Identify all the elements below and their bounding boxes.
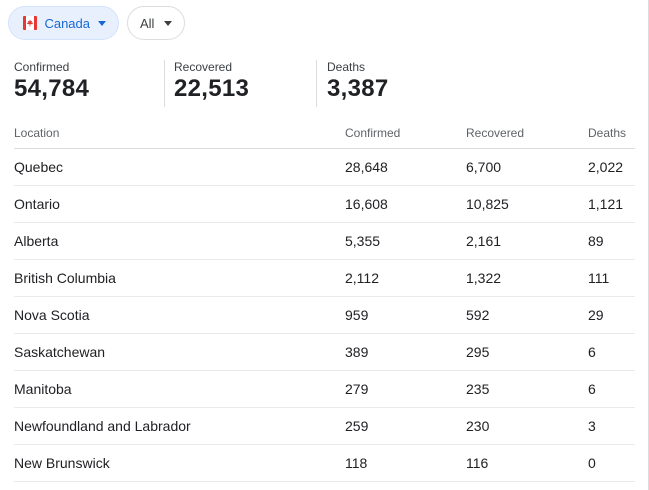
recovered-cell: 235 <box>466 381 490 397</box>
location-cell: Ontario <box>14 196 60 212</box>
location-cell: British Columbia <box>14 270 116 286</box>
table-row[interactable]: Newfoundland and Labrador 259 230 3 <box>14 408 635 445</box>
location-cell: Manitoba <box>14 381 72 397</box>
table-row[interactable]: Nova Scotia 959 592 29 <box>14 297 635 334</box>
table-row[interactable]: British Columbia 2,112 1,322 111 <box>14 260 635 297</box>
column-header-confirmed[interactable]: Confirmed <box>345 125 401 140</box>
recovered-cell: 2,161 <box>466 233 502 249</box>
scope-filter-label: All <box>140 15 155 31</box>
confirmed-cell: 28,648 <box>345 159 388 175</box>
deaths-cell: 29 <box>588 307 604 323</box>
table-row[interactable]: Manitoba 279 235 6 <box>14 371 635 408</box>
deaths-stat-value: 3,387 <box>327 75 389 102</box>
confirmed-cell: 259 <box>345 418 369 434</box>
recovered-cell: 116 <box>466 455 489 471</box>
recovered-stat-value: 22,513 <box>174 75 250 102</box>
confirmed-cell: 16,608 <box>345 196 388 212</box>
location-cell: Nova Scotia <box>14 307 90 323</box>
deaths-cell: 6 <box>588 344 596 360</box>
table-row[interactable]: Ontario 16,608 10,825 1,121 <box>14 186 635 223</box>
caret-down-icon <box>98 20 106 26</box>
scope-filter-chip[interactable]: All <box>127 6 185 40</box>
table-header: Location Confirmed Recovered Deaths <box>14 117 635 149</box>
recovered-cell: 1,322 <box>466 270 502 286</box>
table-row[interactable]: Alberta 5,355 2,161 89 <box>14 223 635 260</box>
confirmed-cell: 2,112 <box>345 270 379 286</box>
canada-flag-icon <box>23 16 38 30</box>
column-header-location[interactable]: Location <box>14 125 60 140</box>
confirmed-stat: Confirmed 54,784 <box>14 60 89 108</box>
deaths-cell: 1,121 <box>588 196 624 212</box>
confirmed-cell: 959 <box>345 307 369 323</box>
recovered-cell: 10,825 <box>466 196 509 212</box>
deaths-stat-label: Deaths <box>327 60 366 74</box>
column-header-deaths[interactable]: Deaths <box>588 125 627 140</box>
location-cell: Alberta <box>14 233 59 249</box>
location-cell: Newfoundland and Labrador <box>14 418 191 434</box>
confirmed-cell: 5,355 <box>345 233 381 249</box>
location-cell: New Brunswick <box>14 455 110 471</box>
recovered-cell: 592 <box>466 307 490 323</box>
deaths-cell: 2,022 <box>588 159 624 175</box>
deaths-cell: 0 <box>588 455 596 471</box>
location-table: Location Confirmed Recovered Deaths Queb… <box>14 117 635 482</box>
deaths-cell: 6 <box>588 381 596 397</box>
table-row[interactable]: New Brunswick 118 116 0 <box>14 445 635 482</box>
recovered-stat-label: Recovered <box>174 60 233 74</box>
confirmed-stat-label: Confirmed <box>14 60 70 74</box>
table-row[interactable]: Saskatchewan 389 295 6 <box>14 334 635 371</box>
recovered-cell: 6,700 <box>466 159 502 175</box>
confirmed-cell: 389 <box>345 344 369 360</box>
stat-divider <box>164 60 165 107</box>
deaths-cell: 111 <box>588 270 610 286</box>
column-header-recovered[interactable]: Recovered <box>466 125 525 140</box>
deaths-cell: 89 <box>588 233 604 249</box>
deaths-cell: 3 <box>588 418 596 434</box>
recovered-stat: Recovered 22,513 <box>174 60 249 108</box>
country-filter-label: Canada <box>44 15 90 31</box>
location-cell: Quebec <box>14 159 64 175</box>
caret-down-icon <box>164 20 173 26</box>
confirmed-stat-value: 54,784 <box>14 75 90 102</box>
filter-bar: Canada All <box>8 6 185 40</box>
deaths-stat: Deaths 3,387 <box>327 60 389 108</box>
recovered-cell: 230 <box>466 418 490 434</box>
table-row[interactable]: Quebec 28,648 6,700 2,022 <box>14 149 635 186</box>
confirmed-cell: 118 <box>345 455 368 471</box>
confirmed-cell: 279 <box>345 381 369 397</box>
country-filter-chip[interactable]: Canada <box>8 6 119 40</box>
location-cell: Saskatchewan <box>14 344 106 360</box>
stat-divider <box>316 60 317 107</box>
recovered-cell: 295 <box>466 344 490 360</box>
